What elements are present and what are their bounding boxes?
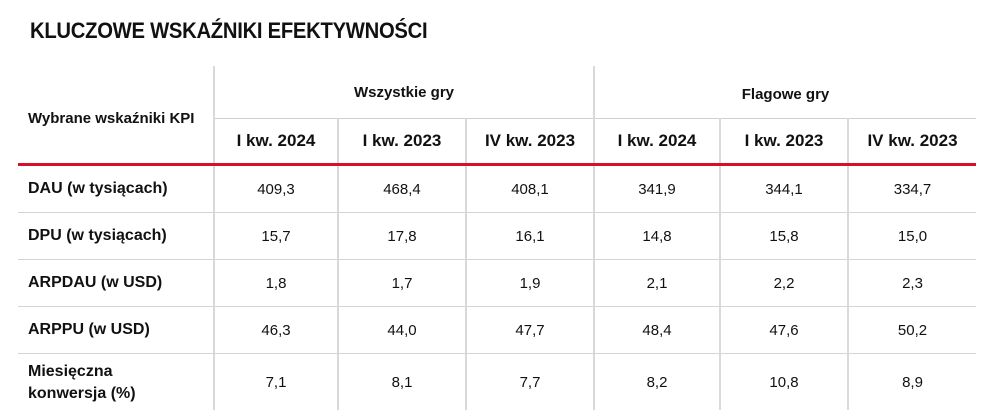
table-cell: 14,8 — [593, 212, 720, 260]
period-header: I kw. 2023 — [719, 118, 848, 166]
table-cell: 8,1 — [337, 353, 466, 410]
corner-header: Wybrane wskaźniki KPI — [18, 66, 214, 166]
table-cell: 409,3 — [213, 164, 338, 213]
period-header: I kw. 2023 — [337, 118, 466, 166]
table-cell: 2,2 — [719, 259, 848, 307]
row-label-text: Miesięczna konwersja (%) — [28, 363, 136, 402]
table-cell: 344,1 — [719, 164, 848, 213]
table-cell: 47,7 — [465, 306, 594, 354]
table-row-conversion: Miesięczna konwersja (%) 7,1 8,1 7,7 8,2… — [18, 353, 977, 411]
table-row-arpdau: ARPDAU (w USD) 1,8 1,7 1,9 2,1 2,2 2,3 — [18, 259, 977, 307]
table-cell: 44,0 — [337, 306, 466, 354]
row-label: ARPPU (w USD) — [18, 306, 214, 354]
table-cell: 16,1 — [465, 212, 594, 260]
table-cell: 10,8 — [719, 353, 848, 410]
table-cell: 1,8 — [213, 259, 338, 307]
table-cell: 1,9 — [465, 259, 594, 307]
group-header-flagship-games: Flagowe gry — [592, 66, 977, 119]
table-row-arppu: ARPPU (w USD) 46,3 44,0 47,7 48,4 47,6 5… — [18, 306, 977, 354]
table-cell: 15,8 — [719, 212, 848, 260]
table-cell: 2,3 — [846, 259, 977, 307]
table-cell: 17,8 — [337, 212, 466, 260]
group-header-row: Wybrane wskaźniki KPI Wszystkie gry Flag… — [18, 66, 977, 166]
table-cell: 468,4 — [337, 164, 466, 213]
table-cell: 7,1 — [213, 353, 338, 410]
period-header-row: I kw. 2024 I kw. 2023 IV kw. 2023 I kw. … — [18, 118, 977, 166]
table-cell: 8,2 — [593, 353, 720, 410]
row-label: Miesięczna konwersja (%) — [18, 354, 214, 411]
table-cell: 46,3 — [213, 306, 338, 354]
row-label: ARPDAU (w USD) — [18, 259, 214, 307]
table-cell: 8,9 — [846, 353, 977, 410]
row-label: DAU (w tysiącach) — [18, 164, 214, 213]
page-title: KLUCZOWE WSKAŹNIKI EFEKTYWNOŚCI — [30, 18, 428, 43]
table-cell: 1,7 — [337, 259, 466, 307]
group-header-all-games: Wszystkie gry — [213, 66, 594, 119]
period-header: I kw. 2024 — [213, 118, 338, 166]
period-header: I kw. 2024 — [593, 118, 720, 166]
row-label: DPU (w tysiącach) — [18, 212, 214, 260]
table-cell: 50,2 — [846, 306, 977, 354]
table-cell: 47,6 — [719, 306, 848, 354]
table-cell: 408,1 — [465, 164, 594, 213]
kpi-table: Wybrane wskaźniki KPI Wszystkie gry Flag… — [18, 66, 977, 411]
table-row-dau: DAU (w tysiącach) 409,3 468,4 408,1 341,… — [18, 164, 977, 213]
table-cell: 7,7 — [465, 353, 594, 410]
table-cell: 48,4 — [593, 306, 720, 354]
table-cell: 2,1 — [593, 259, 720, 307]
table-cell: 15,7 — [213, 212, 338, 260]
table-row-dpu: DPU (w tysiącach) 15,7 17,8 16,1 14,8 15… — [18, 212, 977, 260]
table-cell: 341,9 — [593, 164, 720, 213]
period-header: IV kw. 2023 — [465, 118, 594, 166]
table-cell: 334,7 — [846, 164, 977, 213]
period-header: IV kw. 2023 — [846, 118, 977, 166]
table-cell: 15,0 — [846, 212, 977, 260]
